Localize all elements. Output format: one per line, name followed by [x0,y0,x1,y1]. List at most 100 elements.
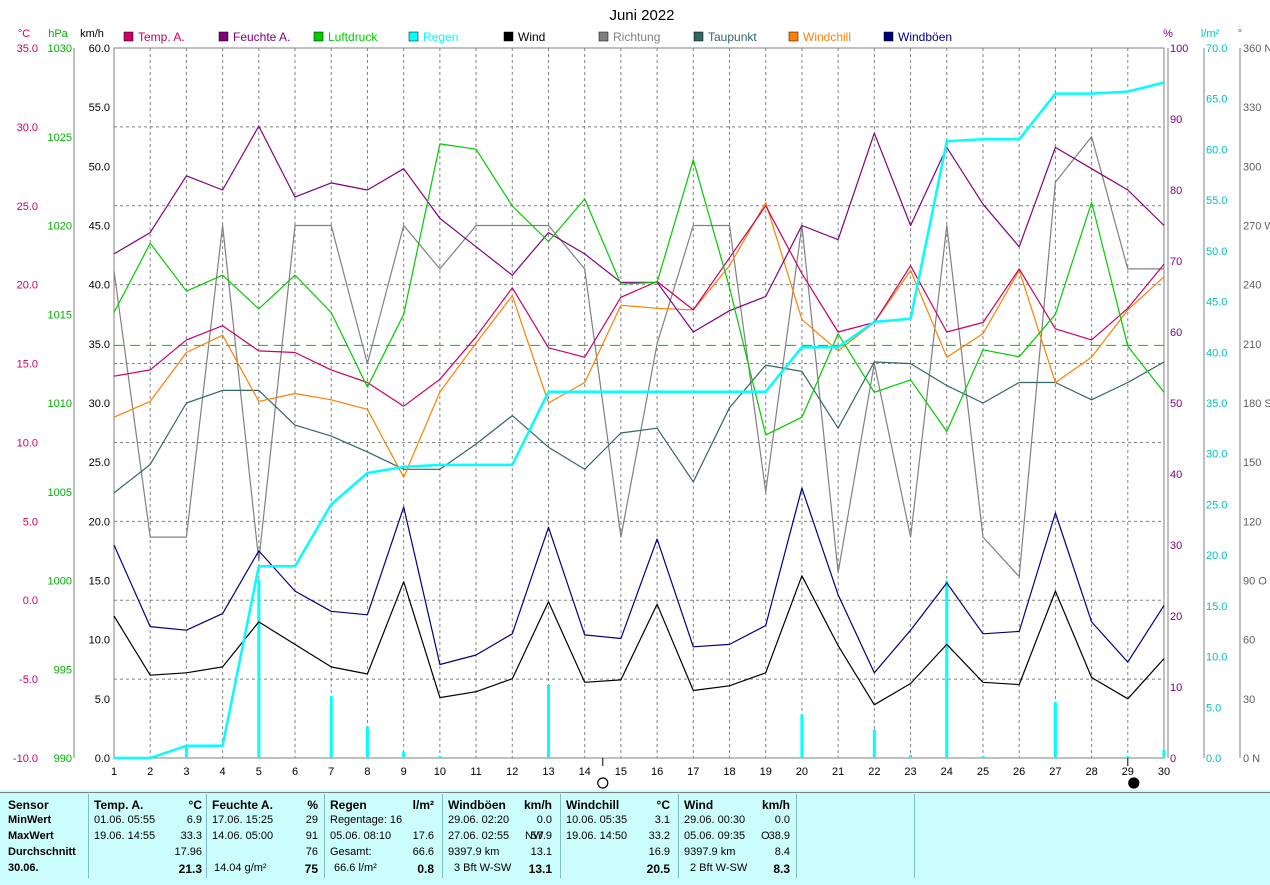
direction-tick-label: 150 [1243,457,1261,469]
series-line-richtung [113,136,1164,578]
wind-max-time: 05.06. 09:35 [684,830,746,842]
wind-tick-label: 50.0 [89,161,110,173]
humidity-tick-label: 40 [1170,469,1182,481]
separator [442,794,443,878]
legend-swatch [693,31,704,42]
temp-tick-label: 25.0 [17,201,38,213]
rain-bar [365,726,369,758]
gust-distance: 9397.9 km [448,846,500,858]
legend-label: Taupunkt [708,30,757,44]
series-line-feuchte-a- [113,125,1165,333]
wind-column: Wind km/h 29.06. 00:30 0.0 05.06. 09:35 … [684,793,790,879]
x-tick-label: 16 [651,766,663,778]
rain-bar [257,579,261,758]
x-tick-label: 30 [1158,766,1170,778]
wind-tick-label: 40.0 [89,280,110,292]
wind-tick-label: 45.0 [89,221,110,233]
direction-tick-label: 330 [1243,102,1261,114]
rain-tick-label: 55.0 [1206,195,1227,207]
direction-tick-label: 120 [1243,516,1261,528]
legend-label: Wind [518,30,545,44]
separator [324,794,325,878]
x-tick-label: 9 [401,766,407,778]
wind-tick-label: 60.0 [89,43,110,55]
rain-bar [438,755,442,758]
windchill-max-time: 19.06. 14:50 [566,830,628,842]
rain-unit: l/m² [412,798,434,812]
gust-avg: 13.1 [530,846,552,858]
legend-label: Windchill [803,30,851,44]
pressure-tick-label: 1020 [48,221,72,233]
gust-unit: km/h [523,798,552,812]
legend-label: Richtung [613,30,660,44]
direction-tick-label: 90 O [1243,576,1267,588]
x-tick-label: 5 [256,766,262,778]
gust-min: 0.0 [536,814,552,826]
wind-min: 0.0 [774,814,790,826]
humidity-column: Feuchte A. % 17.06. 15:25 29 14.06. 05:0… [212,793,318,879]
direction-tick-label: 270 W [1243,221,1270,233]
legend-swatch [788,31,799,42]
legend-swatch [503,31,514,42]
temp-tick-label: 30.0 [17,122,38,134]
pressure-tick-label: 1015 [48,309,72,321]
humidity-today: 75 [304,862,318,876]
x-tick-label: 19 [760,766,772,778]
separator [560,794,561,878]
separator [796,794,797,878]
temp-avg: 17.96 [174,846,202,858]
series-line-regen [114,81,1165,760]
humidity-tick-label: 0 [1170,753,1176,765]
x-tick-label: 28 [1085,766,1097,778]
legend-swatch [218,31,229,42]
rain-column: Regen l/m² Regentage: 16 05.06. 08:10 17… [330,793,434,879]
windchill-min: 3.1 [654,814,670,826]
separator [678,794,679,878]
wind-max: 38.9 [768,830,790,842]
rain-bar [546,684,550,758]
rain-tick-label: 60.0 [1206,144,1227,156]
x-tick-label: 3 [183,766,189,778]
rain-tick-label: 15.0 [1206,601,1227,613]
rain-tick-label: 25.0 [1206,499,1227,511]
temp-tick-label: 5.0 [23,516,38,528]
legend-swatch [883,31,894,42]
rain-days: Regentage: 16 [330,814,403,826]
pressure-tick-label: 1000 [48,576,72,588]
rain-bar [945,580,949,758]
pressure-tick-label: 1030 [48,43,72,55]
x-tick-label: 29 [1122,766,1134,778]
rain-tick-label: 0.0 [1206,753,1221,765]
wind-tick-label: 35.0 [89,339,110,351]
pressure-tick-label: 990 [54,753,72,765]
wind-tick-label: 30.0 [89,398,110,410]
humidity-header: Feuchte A. [212,798,273,812]
x-tick-label: 8 [364,766,370,778]
humidity-avg: 76 [305,846,318,858]
rain-tick-label: 70.0 [1206,43,1227,55]
gust-max-time: 27.06. 02:55 [448,830,510,842]
x-tick-label: 24 [941,766,953,778]
x-tick-label: 13 [542,766,554,778]
humidity-min-time: 17.06. 15:25 [212,814,274,826]
windchill-avg: 16.9 [648,846,670,858]
direction-tick-label: 300 [1243,161,1261,173]
rain-tick-label: 45.0 [1206,297,1227,309]
wind-tick-label: 15.0 [89,576,110,588]
rain-tick-label: 10.0 [1206,652,1227,664]
temp-tick-label: 35.0 [17,43,38,55]
x-tick-label: 20 [796,766,808,778]
rain-tick-label: 40.0 [1206,347,1227,359]
chart-title: Juni 2022 [609,7,674,24]
series-line-taupunkt [113,361,1165,494]
wind-avg: 8.4 [774,846,790,858]
series-line-wind [113,575,1165,706]
statistics-panel: Sensor MinWert MaxWert Durchschnitt 30.0… [0,790,1270,885]
humidity-max: 91 [305,830,318,842]
x-tick-label: 18 [723,766,735,778]
new-moon-icon [1128,777,1140,789]
legend-label: Temp. A. [138,30,185,44]
pressure-tick-label: 1005 [48,487,72,499]
rain-tick-label: 20.0 [1206,550,1227,562]
sensor-column: Sensor MinWert MaxWert Durchschnitt 30.0… [8,793,86,879]
